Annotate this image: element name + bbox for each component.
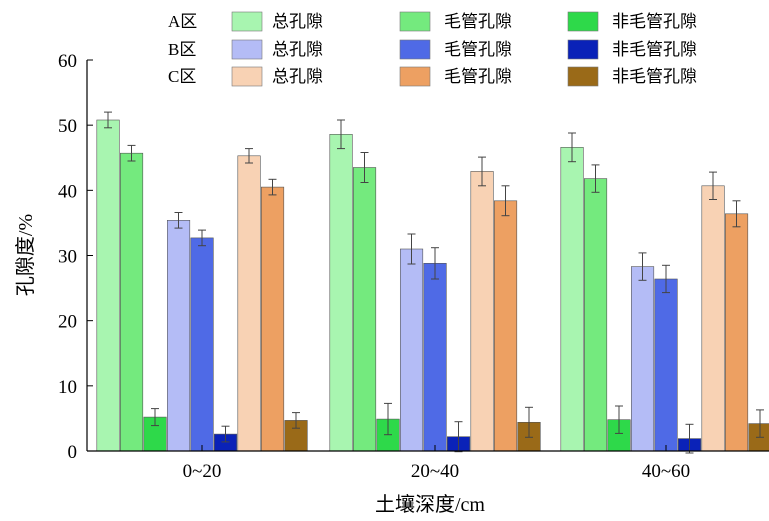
bar [654,278,678,452]
y-axis-label: 孔隙度/% [14,214,37,296]
bar [96,119,120,452]
legend-item-label: 毛管孔隙 [444,40,512,59]
legend-item-label: 毛管孔隙 [444,12,512,31]
bar [399,248,424,452]
bar [190,237,214,452]
legend-swatch [567,39,599,60]
legend-item-label: 非毛管孔隙 [612,67,697,86]
legend-group-label: C区 [168,67,196,86]
bar [724,213,749,452]
bar [630,266,655,452]
legend-swatch [567,66,599,87]
x-axis-label: 土壤深度/cm [375,493,485,516]
bars-group [96,119,769,452]
legend-item-label: 非毛管孔隙 [612,40,697,59]
legend-swatch [231,39,263,60]
bar [167,220,191,452]
legend-swatch [399,39,431,60]
bar [237,155,261,452]
bar [493,200,518,452]
y-tick-label: 0 [68,442,78,463]
y-tick-label: 40 [58,181,77,202]
y-tick-label: 10 [58,377,77,398]
legend-item-label: 总孔隙 [272,40,323,59]
bar [583,178,608,452]
legend-swatch [231,11,263,32]
legend-item-label: 总孔隙 [272,12,323,31]
bar [329,134,353,452]
bar [352,167,377,452]
bar [560,147,584,452]
bar [470,171,494,452]
bar [120,152,144,452]
legend-group-label: A区 [168,12,197,31]
legend-swatch [399,11,431,32]
y-tick-label: 20 [58,312,77,333]
legend-item-label: 非毛管孔隙 [612,12,697,31]
y-axis-ticks: 0 10 20 30 40 50 60 [58,51,93,463]
bar [423,262,447,452]
legend-item-label: 总孔隙 [272,67,323,86]
y-tick-label: 30 [58,247,77,268]
legend-group-label: B区 [168,40,196,59]
legend-swatch [567,11,599,32]
x-axis-ticks: 0~20 20~40 40~60 [183,445,690,482]
x-tick-label: 20~40 [411,461,459,482]
legend-swatch [399,66,431,87]
y-tick-label: 60 [58,51,77,72]
legend-swatch [231,66,263,87]
bar [701,185,725,452]
bar [260,186,285,452]
legend-item-label: 毛管孔隙 [444,67,512,86]
axes-group [86,60,769,452]
x-tick-label: 0~20 [183,461,222,482]
error-bars-group [104,111,764,454]
y-tick-label: 50 [58,116,77,137]
x-tick-label: 40~60 [642,461,690,482]
